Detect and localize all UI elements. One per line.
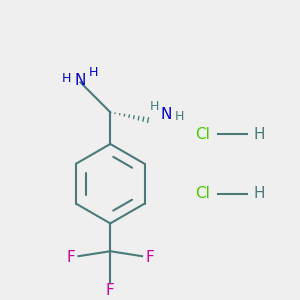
Text: H: H [175,110,184,123]
Text: F: F [66,250,75,265]
Text: N: N [160,107,172,122]
Text: H: H [89,66,98,79]
Text: N: N [75,73,86,88]
Text: F: F [146,250,154,265]
Text: H: H [62,72,71,85]
Text: H: H [253,127,265,142]
Text: Cl: Cl [195,186,210,201]
Text: H: H [149,100,159,113]
Text: H: H [253,186,265,201]
Text: F: F [106,284,115,298]
Text: Cl: Cl [195,127,210,142]
